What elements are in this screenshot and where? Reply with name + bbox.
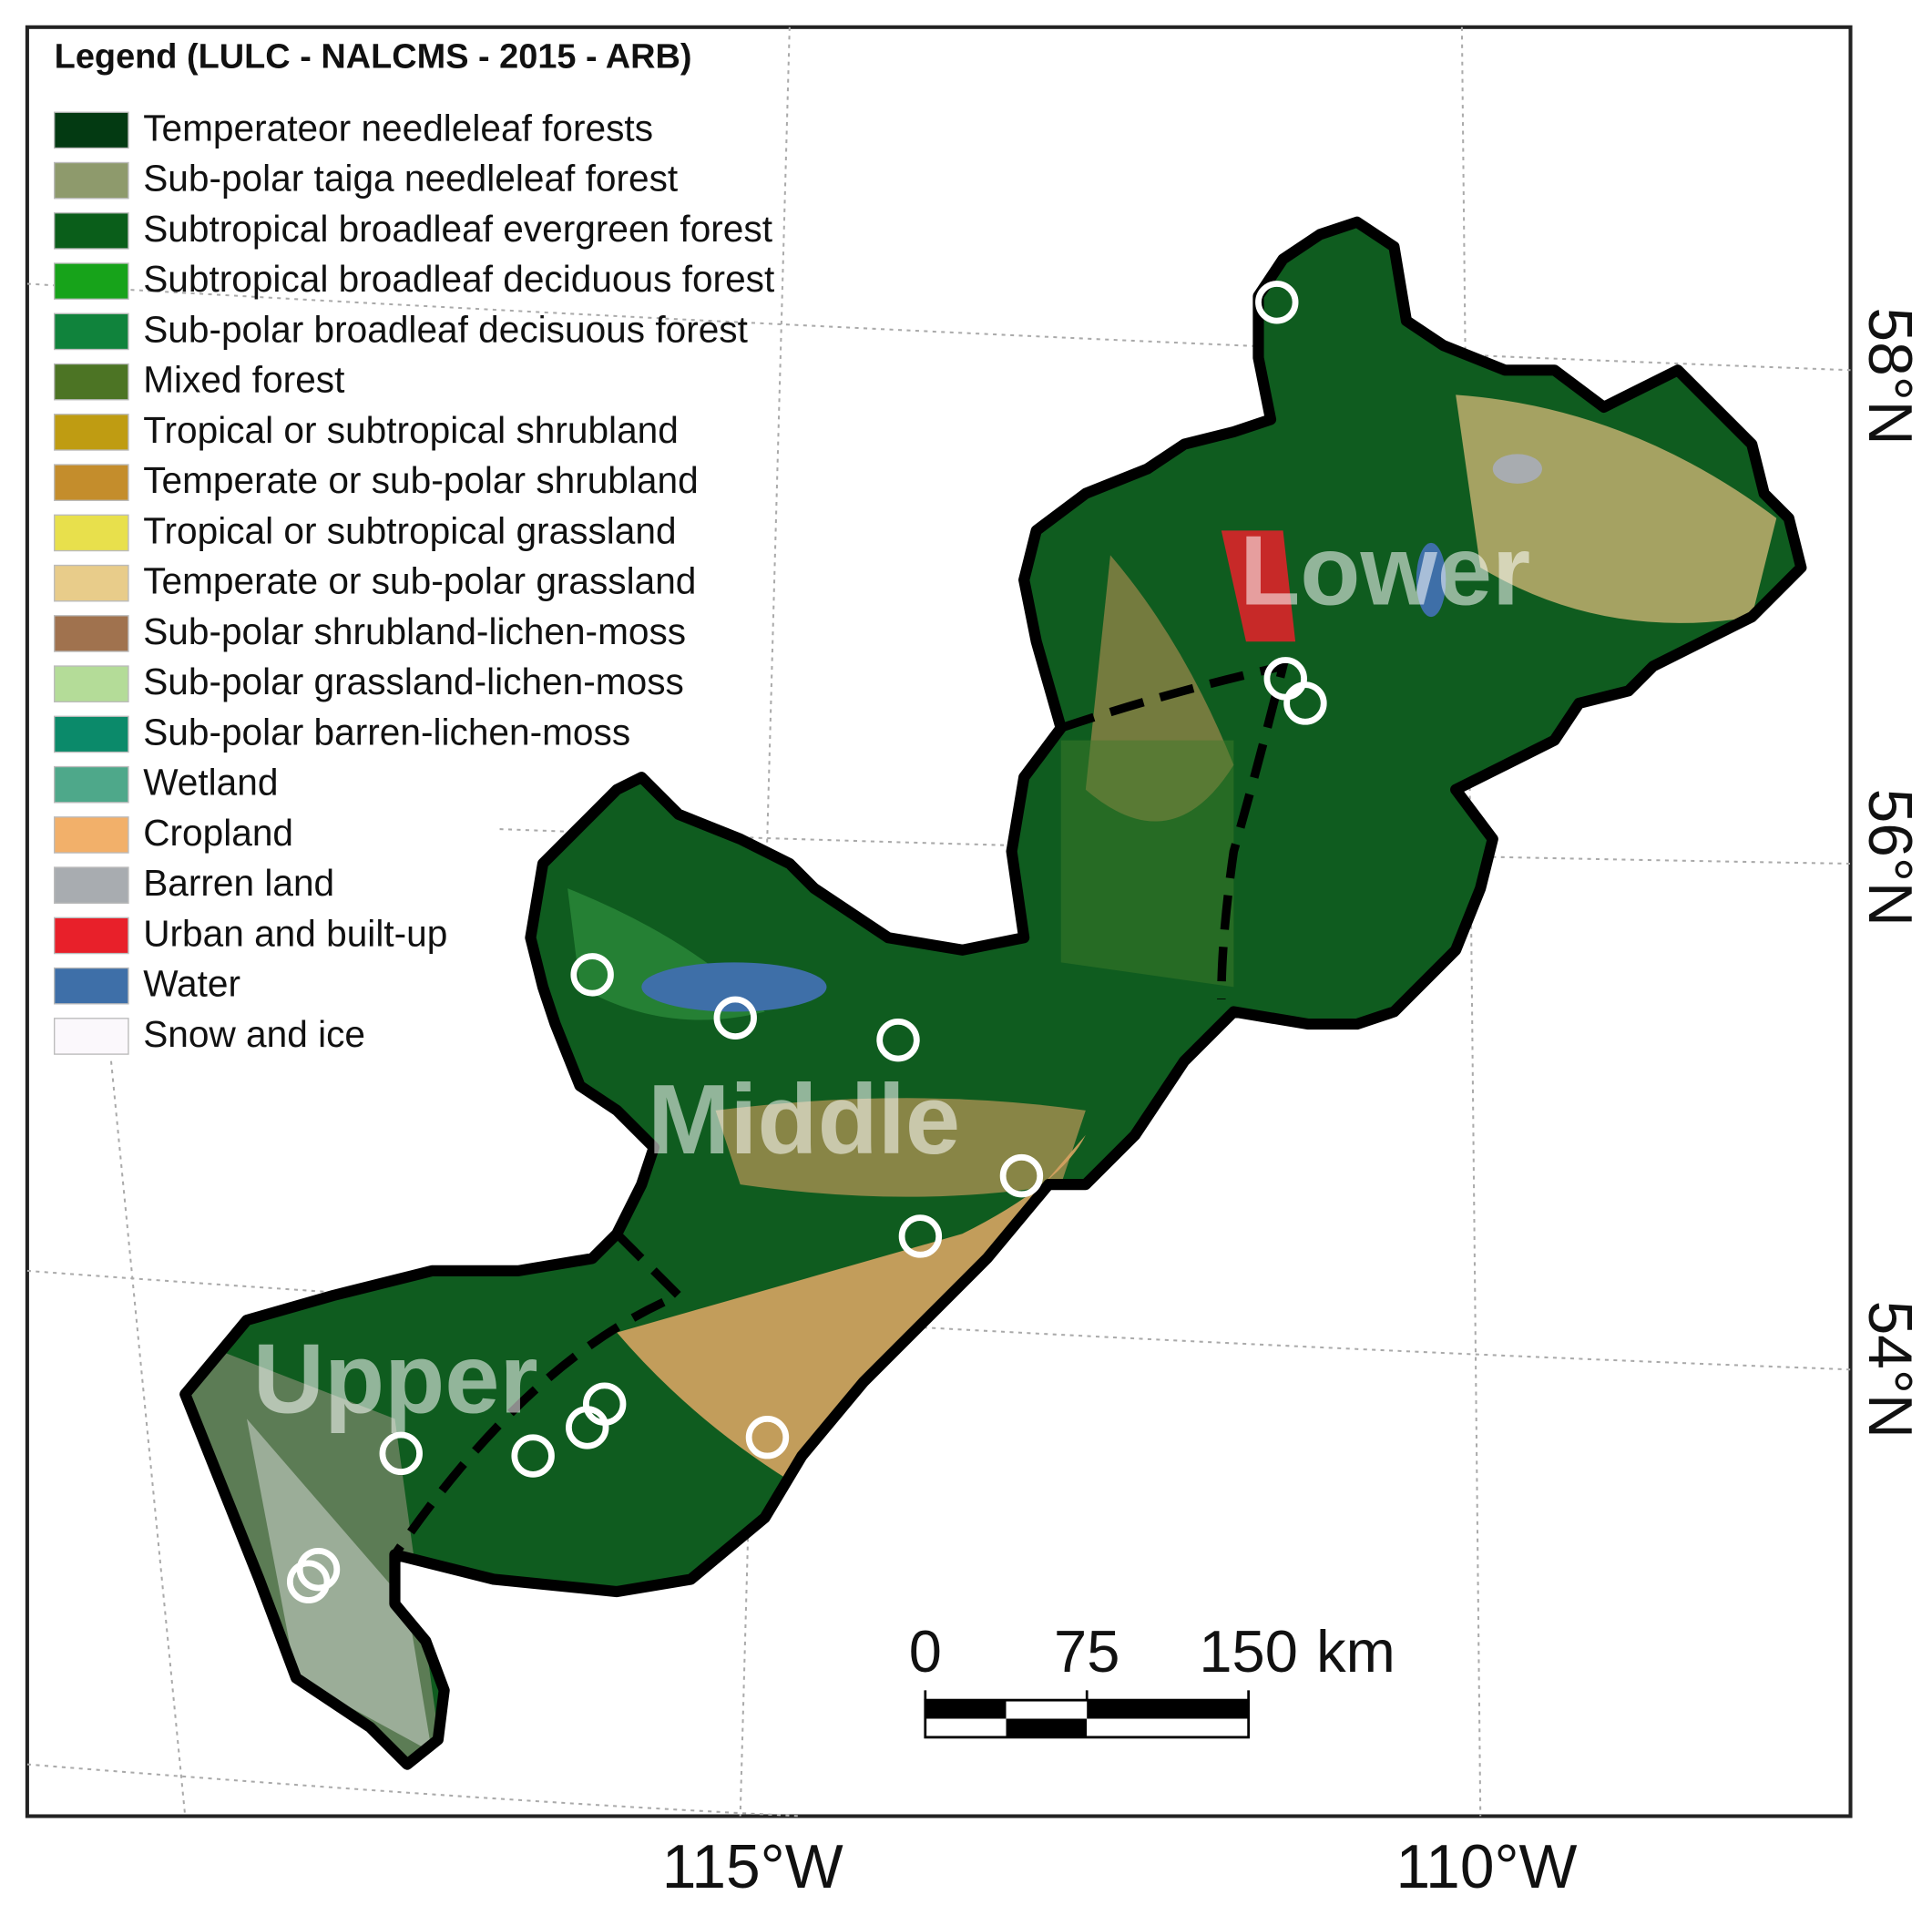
latitude-label: 56°N [1855, 789, 1924, 927]
legend-swatch [54, 917, 129, 955]
scale-bar-label: 0 [909, 1618, 942, 1685]
legend-label: Subtropical broadleaf deciduous forest [143, 258, 774, 300]
legend-swatch [54, 564, 129, 602]
legend-swatch [54, 765, 129, 804]
legend-label: Tropical or subtropical grassland [143, 509, 676, 551]
legend-swatch [54, 262, 129, 300]
coordinate-labels: 58°N 56°N 54°N 115°W 110°W [662, 307, 1924, 1901]
region-label: Middle [648, 1064, 960, 1174]
legend-label: Mixed forest [143, 359, 344, 401]
legend-label: Tropical or subtropical shrubland [143, 409, 679, 451]
scale-bar-unit: km [1316, 1618, 1395, 1685]
legend-label: Temperate or sub-polar shrubland [143, 459, 698, 501]
longitude-label: 115°W [662, 1833, 843, 1901]
legend-swatch [54, 514, 129, 552]
legend-label: Temperate or sub-polar grassland [143, 560, 696, 602]
legend: Legend (LULC - NALCMS - 2015 - ARB) Temp… [54, 37, 774, 1055]
legend-label: Sub-polar barren-lichen-moss [143, 711, 630, 753]
region-label: Lower [1240, 516, 1530, 626]
legend-label: Urban and built-up [143, 912, 447, 954]
legend-label: Sub-polar shrubland-lichen-moss [143, 610, 686, 652]
legend-swatch [54, 464, 129, 501]
scale-bar-segment [1087, 1700, 1249, 1719]
legend-label: Sub-polar grassland-lichen-moss [143, 661, 684, 702]
scale-bar-segment [1006, 1700, 1088, 1719]
region-label: Upper [253, 1324, 538, 1434]
legend-swatch [54, 414, 129, 451]
legend-label: Sub-polar taiga needleleaf forest [143, 158, 678, 200]
legend-label: Subtropical broadleaf evergreen forest [143, 208, 772, 250]
latitude-label: 54°N [1855, 1301, 1924, 1439]
region-labels: Upper Middle Lower [253, 516, 1530, 1434]
legend-swatch [54, 615, 129, 652]
sub-basin-boundaries [391, 661, 1290, 1558]
legend-swatch [54, 161, 129, 200]
legend-title: Legend (LULC - NALCMS - 2015 - ARB) [55, 37, 692, 76]
legend-label: Sub-polar broadleaf decisuous forest [143, 308, 748, 350]
legend-swatch [54, 665, 129, 702]
legend-swatch [54, 111, 129, 149]
site-markers [286, 281, 1327, 1603]
latitude-label: 58°N [1855, 307, 1924, 445]
legend-swatch [54, 967, 129, 1005]
scale-bar-segment [925, 1700, 1007, 1719]
legend-label: Barren land [143, 862, 334, 904]
scale-bar-segment [1087, 1718, 1249, 1737]
legend-swatch [54, 363, 129, 401]
legend-swatch [54, 312, 129, 351]
legend-label: Wetland [143, 762, 278, 804]
legend-swatch [54, 212, 129, 250]
legend-label: Snow and ice [143, 1013, 365, 1055]
scale-bar-segment [1006, 1718, 1088, 1737]
legend-label: Temperateor needleleaf forests [143, 107, 653, 149]
legend-swatch [54, 1018, 129, 1055]
scale-bar: 0 75 150 km [909, 1618, 1395, 1739]
legend-label: Cropland [143, 812, 293, 854]
legend-swatch [54, 866, 129, 905]
legend-swatch [54, 816, 129, 854]
legend-label: Water [143, 963, 240, 1005]
scale-bar-label: 150 [1199, 1618, 1297, 1685]
legend-swatch [54, 715, 129, 753]
scale-bar-segment [925, 1718, 1007, 1737]
longitude-label: 110°W [1396, 1833, 1578, 1901]
scale-bar-label: 75 [1054, 1618, 1119, 1685]
